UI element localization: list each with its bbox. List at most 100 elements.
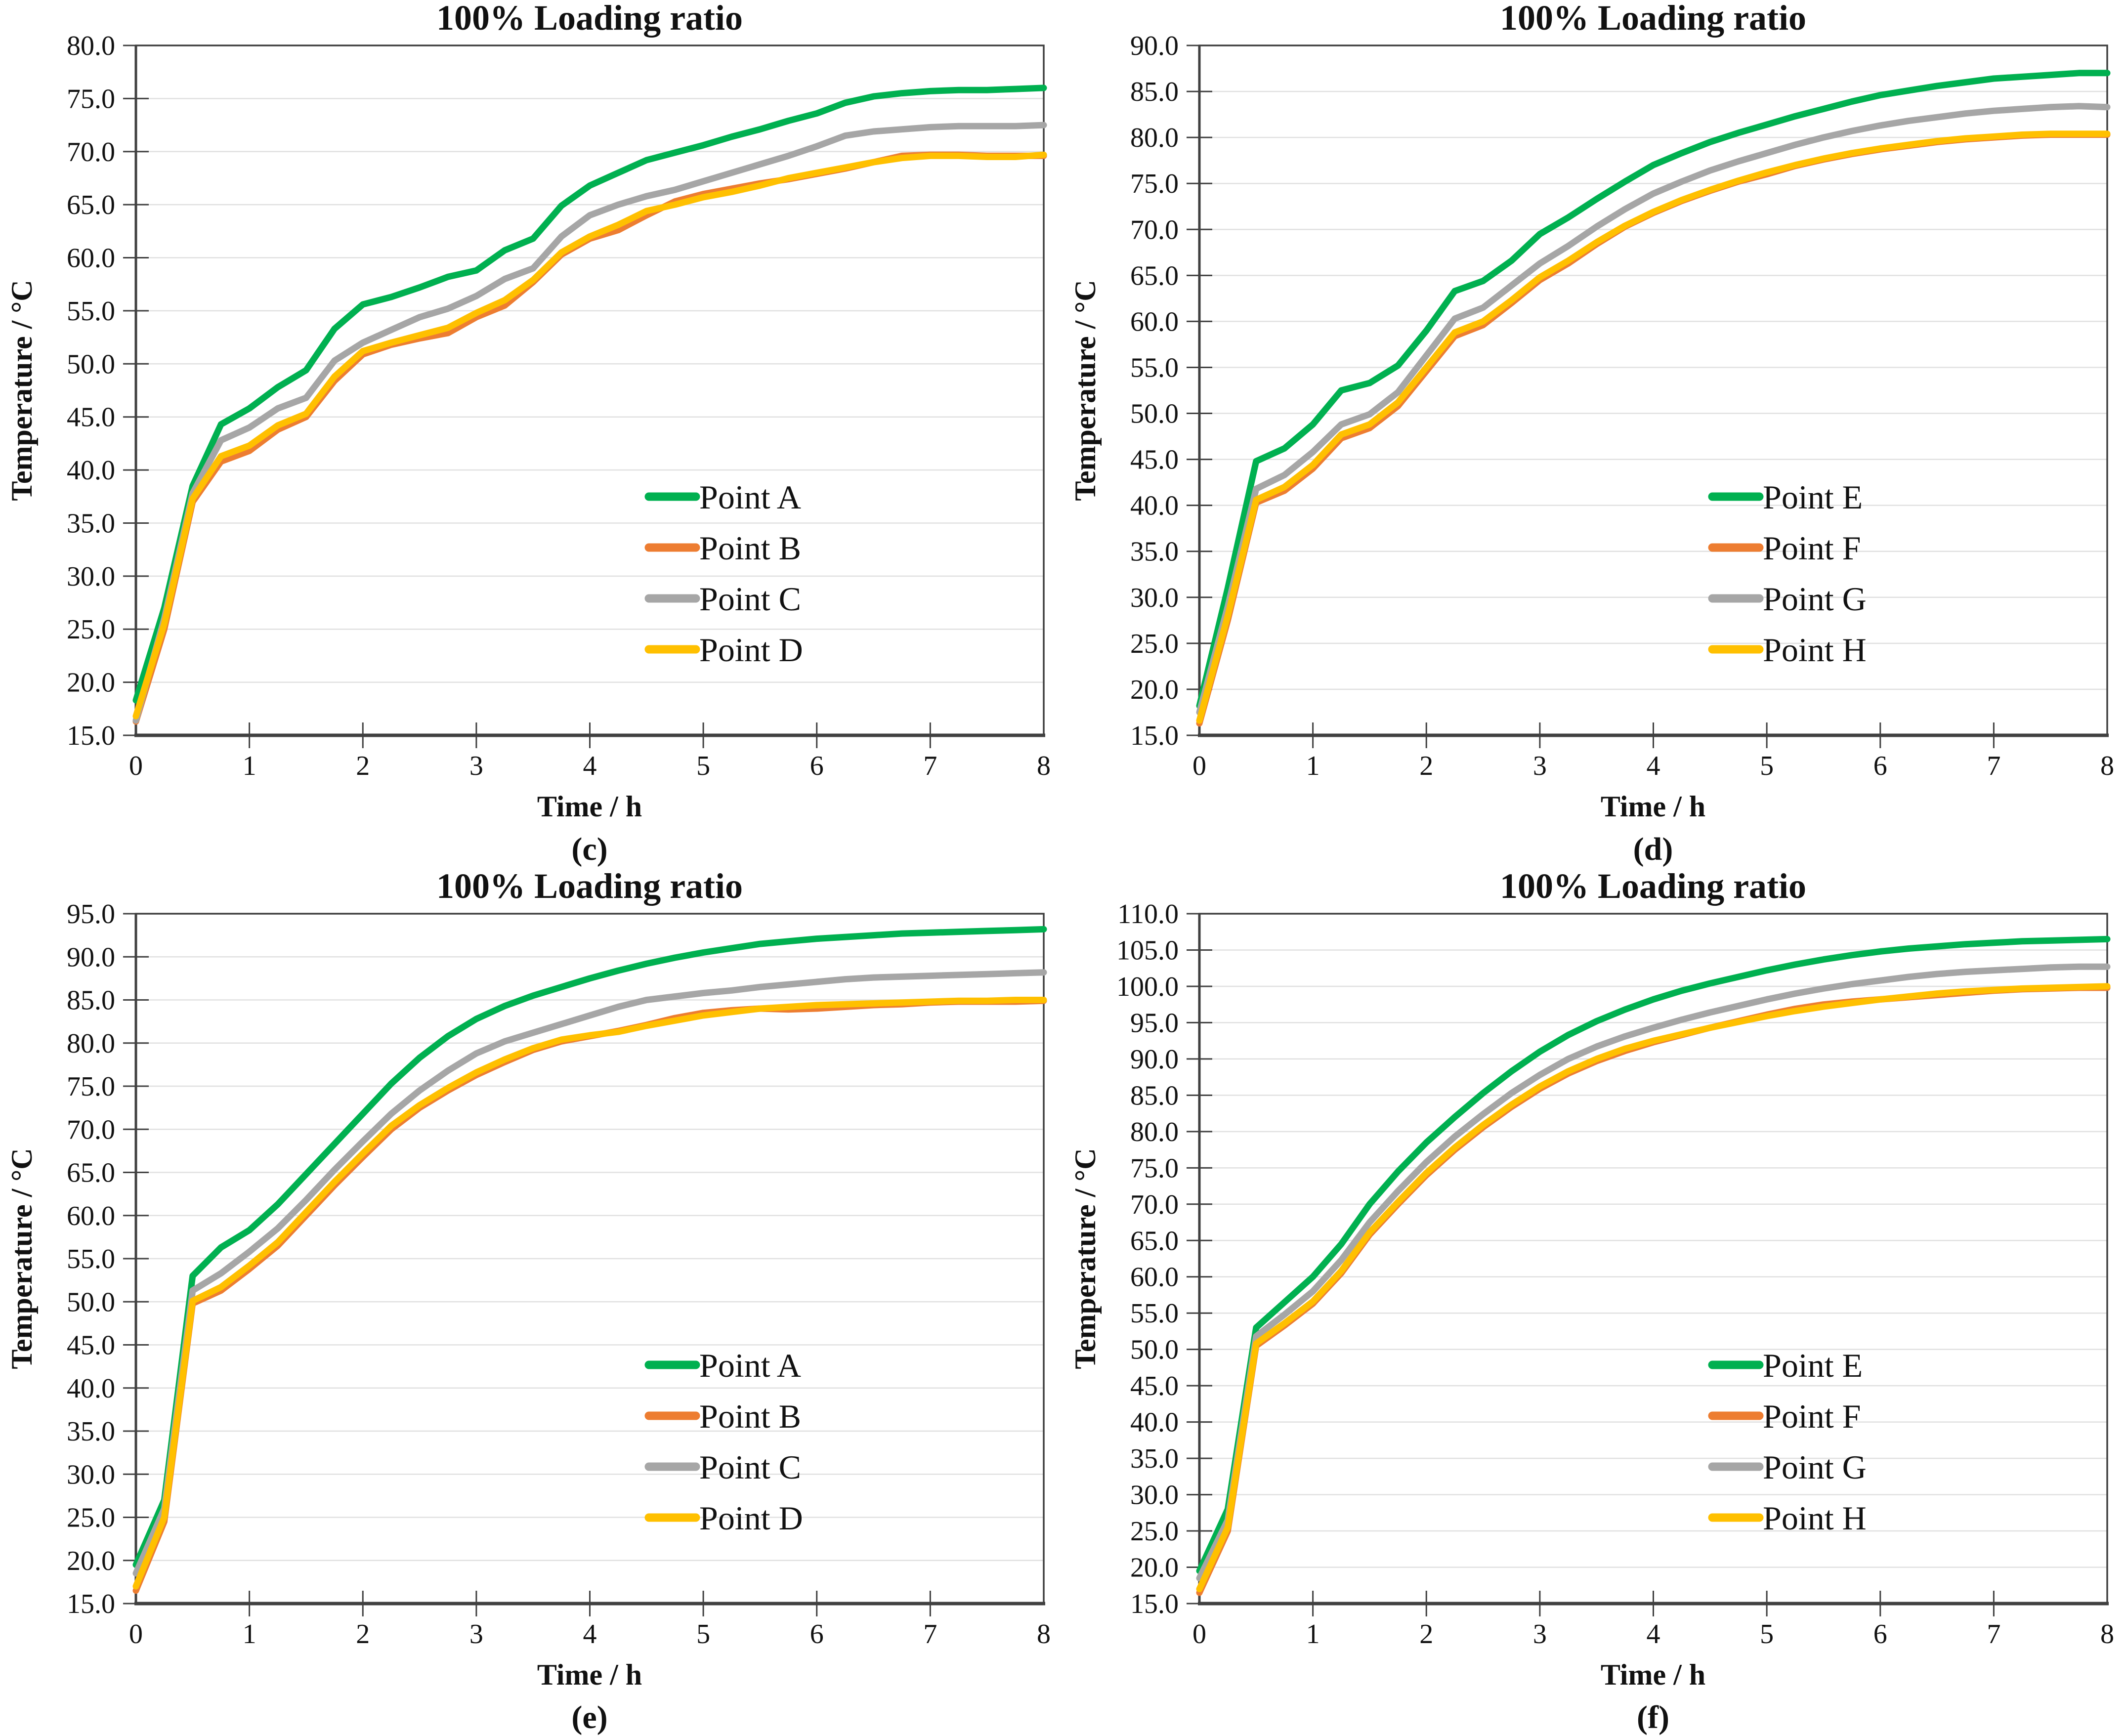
y-axis-title: Temperature / °C [5,1148,38,1369]
x-tick-label: 3 [469,1619,483,1650]
y-tick-label: 70.0 [1130,1189,1179,1220]
x-tick-label: 1 [243,1619,256,1650]
series-line-point-c [132,969,1047,1577]
chart-title: 100% Loading ratio [1500,0,1806,38]
y-tick-label: 70.0 [67,1114,115,1145]
y-tick-label: 105.0 [1116,935,1179,966]
plot-area: 15.0 20.0 25.0 30.0 35.0 40.0 45.0 50.0 55.0 60.0… [67,899,1051,1650]
panel-e: 100% Loading ratio Temperature / °C 15.0… [0,868,1064,1736]
panel-caption: (e) [571,1699,607,1736]
y-tick-label: 20.0 [1130,1553,1179,1583]
x-tick-label: 3 [1533,1619,1547,1650]
x-tick-label: 1 [1306,751,1320,781]
y-tick-label: 15.0 [1130,1589,1179,1619]
x-tick-label: 8 [2100,751,2114,781]
y-tick-label: 75.0 [1130,169,1179,199]
plot-area: 15.0 20.0 25.0 30.0 35.0 40.0 45.0 50.0 55.0 60.0… [1116,899,2114,1650]
x-tick-label: 0 [1192,751,1206,781]
x-tick-label: 5 [696,751,710,781]
y-tick-label: 80.0 [1130,123,1179,153]
y-tick-label: 35.0 [67,1416,115,1447]
y-tick-label: 20.0 [67,1546,115,1576]
y-tick-label: 20.0 [67,668,115,698]
y-tick-label: 25.0 [1130,1516,1179,1547]
y-tick-label: 90.0 [1130,31,1179,61]
y-tick-label: 30.0 [1130,583,1179,613]
x-tick-label: 7 [923,751,937,781]
panel-f: 100% Loading ratio Temperature / °C 15.0… [1064,868,2127,1736]
y-tick-label: 45.0 [67,1330,115,1361]
plot-area: 15.0 20.0 25.0 30.0 35.0 40.0 45.0 50.0 55.0 60.0… [67,31,1051,781]
y-tick-label: 15.0 [67,720,115,751]
panel-caption: (f) [1637,1699,1669,1736]
y-tick-label: 15.0 [1130,720,1179,751]
y-tick-label: 90.0 [67,942,115,973]
chart-svg-f: 100% Loading ratio Temperature / °C 15.0… [1069,868,2114,1736]
y-tick-label: 50.0 [1130,1335,1179,1365]
legend-label-point-e: Point E [1763,478,1863,516]
panel-d: 100% Loading ratio Temperature / °C 15.0… [1064,0,2127,868]
x-tick-label: 3 [1533,751,1547,781]
series-line-point-e [1196,935,2111,1574]
y-axis-title: Temperature / °C [5,280,38,501]
y-tick-label: 60.0 [1130,306,1179,337]
y-tick-label: 40.0 [1130,1407,1179,1438]
chart-svg-e: 100% Loading ratio Temperature / °C 15.0… [5,868,1051,1736]
y-tick-label: 75.0 [67,84,115,114]
y-tick-label: 25.0 [67,1503,115,1533]
y-tick-label: 90.0 [1130,1044,1179,1075]
legend-label-point-b: Point B [699,529,801,567]
legend-label-point-g: Point G [1763,1448,1867,1486]
series-line-point-g [1196,103,2111,716]
y-tick-label: 95.0 [67,899,115,930]
x-axis-title: Time / h [537,1658,642,1691]
y-tick-label: 40.0 [67,455,115,486]
series-line-point-h [1196,130,2111,724]
y-tick-label: 70.0 [1130,214,1179,245]
y-tick-label: 65.0 [67,190,115,220]
y-tick-label: 80.0 [67,1028,115,1059]
x-tick-label: 6 [1873,1619,1887,1650]
y-tick-label: 35.0 [67,508,115,539]
chart-title: 100% Loading ratio [436,868,743,906]
y-tick-label: 70.0 [67,137,115,168]
y-axis-title: Temperature / °C [1069,280,1102,501]
y-tick-label: 45.0 [67,402,115,433]
series-line-point-a [132,926,1047,1568]
legend-label-point-h: Point H [1763,631,1867,669]
x-tick-label: 6 [1873,751,1887,781]
plot-border [1198,913,2108,1605]
x-axis-title: Time / h [1601,1658,1705,1691]
y-tick-label: 30.0 [1130,1480,1179,1511]
chart-title: 100% Loading ratio [436,0,743,38]
x-axis-title: Time / h [537,790,642,823]
legend-label-point-d: Point D [699,1499,803,1537]
y-tick-label: 25.0 [1130,629,1179,659]
y-tick-label: 85.0 [1130,1080,1179,1111]
y-tick-label: 85.0 [1130,77,1179,107]
x-tick-label: 4 [583,1619,597,1650]
panel-c: 100% Loading ratio Temperature / °C 15.0… [0,0,1064,868]
y-tick-label: 65.0 [1130,260,1179,291]
y-tick-label: 80.0 [67,31,115,61]
x-tick-label: 5 [1760,751,1774,781]
y-tick-label: 65.0 [67,1158,115,1188]
legend-label-point-c: Point C [699,1448,801,1486]
y-tick-label: 50.0 [67,1287,115,1317]
x-tick-label: 5 [696,1619,710,1650]
x-tick-label: 7 [923,1619,937,1650]
y-tick-label: 100.0 [1116,972,1179,1002]
legend-label-point-g: Point G [1763,580,1867,618]
panel-caption: (c) [571,831,607,867]
y-tick-label: 25.0 [67,614,115,645]
x-tick-label: 2 [1419,751,1433,781]
series-line-point-a [132,85,1047,704]
series-line-point-d [132,997,1047,1590]
panel-caption: (d) [1633,831,1673,867]
legend-label-point-f: Point F [1763,1397,1861,1435]
y-tick-label: 65.0 [1130,1226,1179,1256]
series-line-point-h [1196,983,2111,1593]
y-tick-label: 50.0 [67,349,115,380]
x-tick-label: 8 [2100,1619,2114,1650]
